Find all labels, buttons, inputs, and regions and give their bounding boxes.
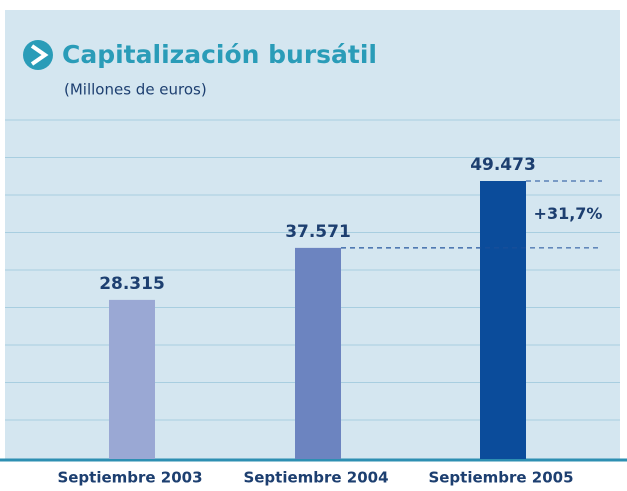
bar <box>109 299 155 459</box>
x-tick-label: Septiembre 2005 <box>428 469 573 487</box>
value-label: 28.315 <box>99 274 165 294</box>
bar <box>295 247 341 459</box>
annotation: +31,7% <box>534 204 603 223</box>
chart-title: Capitalización bursátil <box>62 40 377 69</box>
title-icon <box>23 40 53 70</box>
x-tick-label: Septiembre 2004 <box>243 469 388 487</box>
value-label: 49.473 <box>470 155 536 175</box>
x-tick-label: Septiembre 2003 <box>57 469 202 487</box>
title-icon-arrow <box>30 44 49 66</box>
chart-subtitle: (Millones de euros) <box>64 81 207 99</box>
bar <box>480 181 526 459</box>
value-label: 37.571 <box>285 222 351 242</box>
